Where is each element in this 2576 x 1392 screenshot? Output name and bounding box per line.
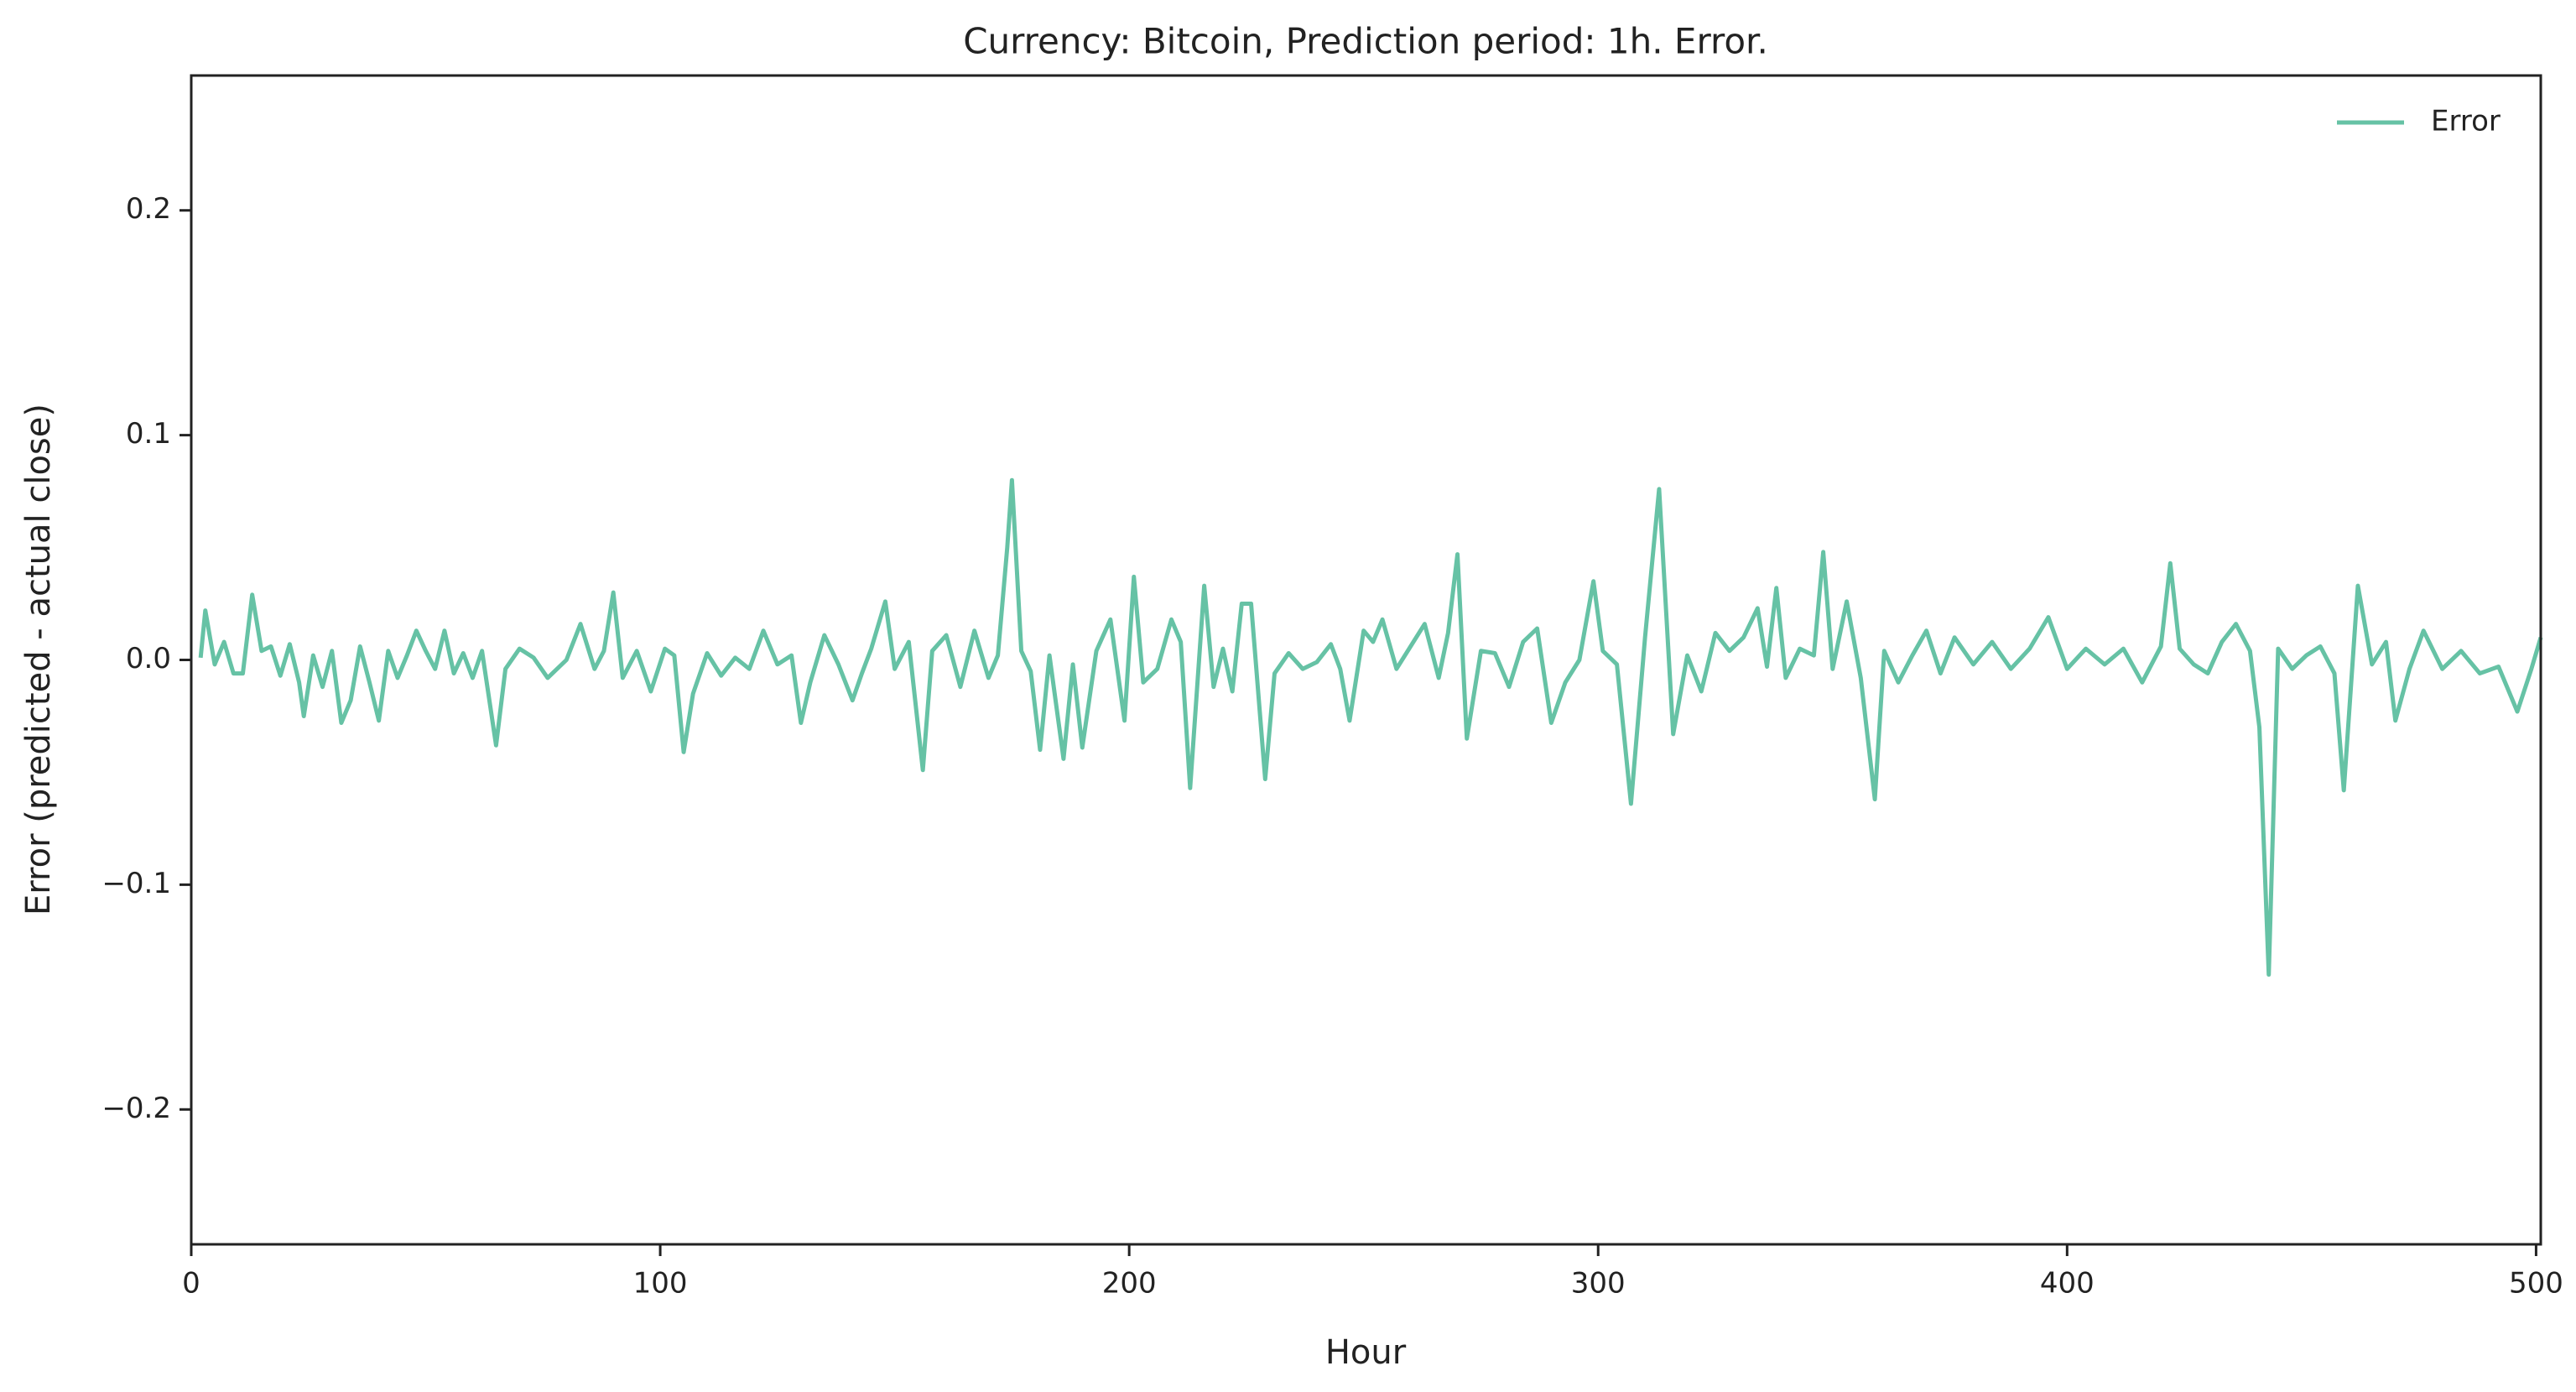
- x-tick-label: 0: [182, 1267, 200, 1301]
- plot-frame: [190, 74, 2542, 1246]
- x-tick-label: 100: [633, 1267, 688, 1301]
- x-tick-label: 400: [2040, 1267, 2095, 1301]
- x-axis-label: Hour: [1325, 1333, 1407, 1372]
- x-tick-label: 200: [1102, 1267, 1157, 1301]
- y-tick-label: 0.2: [126, 192, 171, 226]
- y-tick-label: 0.1: [126, 417, 171, 451]
- y-tick-label: −0.2: [101, 1092, 171, 1125]
- y-tick-label: 0.0: [126, 642, 171, 675]
- error-line: [198, 477, 2543, 978]
- legend-label: Error: [2431, 105, 2501, 138]
- chart-title: Currency: Bitcoin, Prediction period: 1h…: [963, 21, 1768, 62]
- y-tick-label: −0.1: [101, 867, 171, 900]
- x-tick-label: 300: [1571, 1267, 1626, 1301]
- x-tick-label: 500: [2509, 1267, 2563, 1301]
- y-axis-label: Error (predicted - actual close): [19, 404, 58, 915]
